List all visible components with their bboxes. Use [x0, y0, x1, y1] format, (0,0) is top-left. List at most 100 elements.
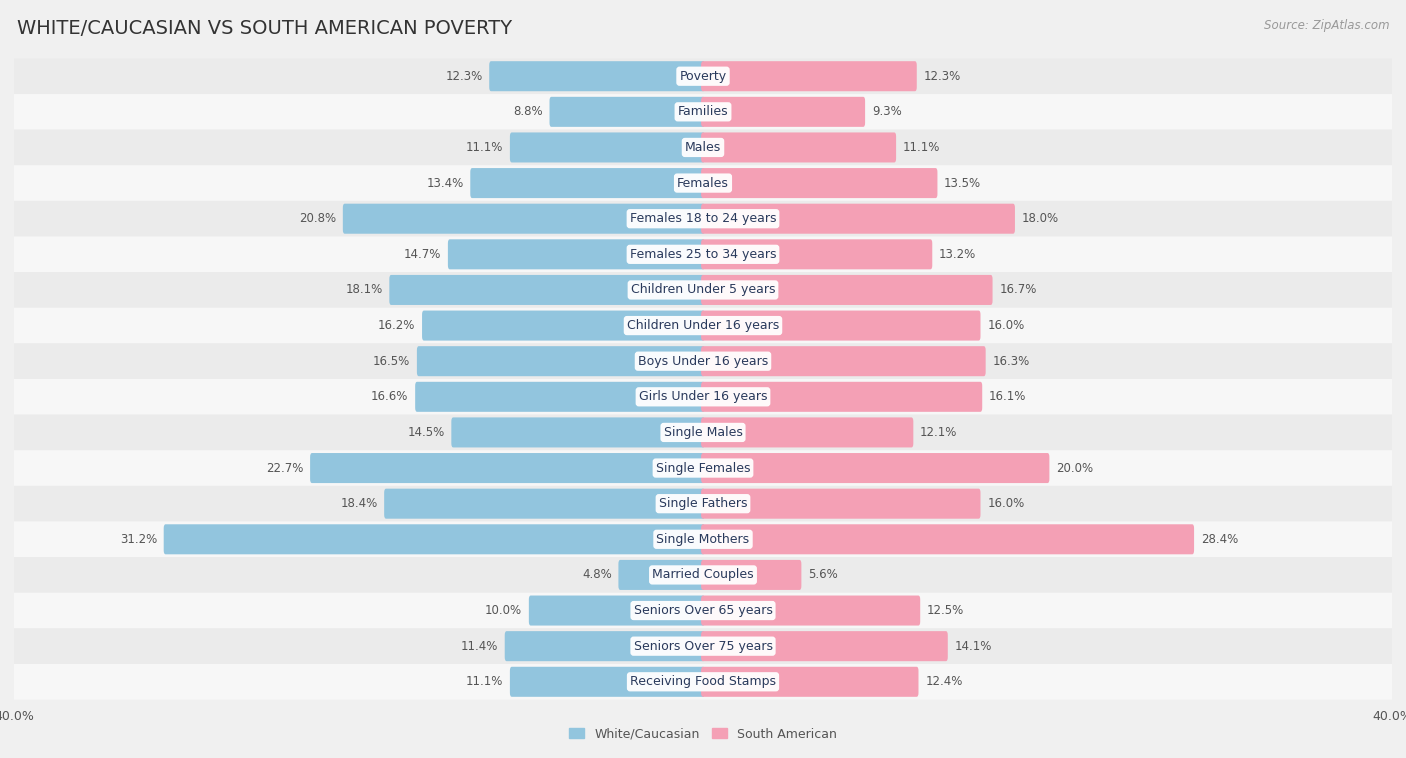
Text: 16.0%: 16.0%	[987, 497, 1025, 510]
FancyBboxPatch shape	[14, 94, 1392, 130]
Text: 11.1%: 11.1%	[465, 675, 503, 688]
FancyBboxPatch shape	[14, 272, 1392, 308]
Text: Boys Under 16 years: Boys Under 16 years	[638, 355, 768, 368]
FancyBboxPatch shape	[702, 275, 993, 305]
Text: 10.0%: 10.0%	[485, 604, 522, 617]
FancyBboxPatch shape	[14, 379, 1392, 415]
Text: 28.4%: 28.4%	[1201, 533, 1239, 546]
FancyBboxPatch shape	[14, 308, 1392, 343]
Text: 12.3%: 12.3%	[924, 70, 960, 83]
FancyBboxPatch shape	[163, 525, 704, 554]
FancyBboxPatch shape	[702, 667, 918, 697]
Text: 8.8%: 8.8%	[513, 105, 543, 118]
Text: 31.2%: 31.2%	[120, 533, 157, 546]
Text: Families: Families	[678, 105, 728, 118]
Text: 16.5%: 16.5%	[373, 355, 411, 368]
Text: 16.2%: 16.2%	[378, 319, 415, 332]
Text: 14.5%: 14.5%	[408, 426, 444, 439]
Text: Poverty: Poverty	[679, 70, 727, 83]
Text: 13.4%: 13.4%	[426, 177, 464, 190]
Text: Receiving Food Stamps: Receiving Food Stamps	[630, 675, 776, 688]
FancyBboxPatch shape	[14, 130, 1392, 165]
Text: 13.5%: 13.5%	[945, 177, 981, 190]
Text: Seniors Over 65 years: Seniors Over 65 years	[634, 604, 772, 617]
Text: Children Under 16 years: Children Under 16 years	[627, 319, 779, 332]
Text: 18.1%: 18.1%	[346, 283, 382, 296]
FancyBboxPatch shape	[702, 453, 1049, 483]
Text: 12.3%: 12.3%	[446, 70, 482, 83]
FancyBboxPatch shape	[470, 168, 704, 198]
FancyBboxPatch shape	[343, 204, 704, 233]
Text: Single Mothers: Single Mothers	[657, 533, 749, 546]
FancyBboxPatch shape	[529, 596, 704, 625]
Text: Single Males: Single Males	[664, 426, 742, 439]
FancyBboxPatch shape	[702, 489, 980, 518]
FancyBboxPatch shape	[702, 204, 1015, 233]
FancyBboxPatch shape	[14, 236, 1392, 272]
Text: 11.4%: 11.4%	[461, 640, 498, 653]
FancyBboxPatch shape	[702, 346, 986, 376]
Text: 11.1%: 11.1%	[903, 141, 941, 154]
Text: Females 18 to 24 years: Females 18 to 24 years	[630, 212, 776, 225]
Text: 16.7%: 16.7%	[1000, 283, 1036, 296]
FancyBboxPatch shape	[384, 489, 704, 518]
FancyBboxPatch shape	[14, 415, 1392, 450]
FancyBboxPatch shape	[14, 557, 1392, 593]
Text: 9.3%: 9.3%	[872, 105, 901, 118]
Text: Single Females: Single Females	[655, 462, 751, 475]
FancyBboxPatch shape	[14, 664, 1392, 700]
FancyBboxPatch shape	[702, 596, 920, 625]
Text: 14.7%: 14.7%	[404, 248, 441, 261]
FancyBboxPatch shape	[14, 593, 1392, 628]
FancyBboxPatch shape	[702, 631, 948, 661]
Text: 12.5%: 12.5%	[927, 604, 965, 617]
Text: 5.6%: 5.6%	[808, 568, 838, 581]
FancyBboxPatch shape	[14, 165, 1392, 201]
FancyBboxPatch shape	[451, 418, 704, 447]
FancyBboxPatch shape	[702, 133, 896, 162]
FancyBboxPatch shape	[702, 560, 801, 590]
Text: 11.1%: 11.1%	[465, 141, 503, 154]
FancyBboxPatch shape	[505, 631, 704, 661]
FancyBboxPatch shape	[550, 97, 704, 127]
Text: 22.7%: 22.7%	[266, 462, 304, 475]
FancyBboxPatch shape	[14, 201, 1392, 236]
Text: WHITE/CAUCASIAN VS SOUTH AMERICAN POVERTY: WHITE/CAUCASIAN VS SOUTH AMERICAN POVERT…	[17, 19, 512, 38]
Text: Females 25 to 34 years: Females 25 to 34 years	[630, 248, 776, 261]
Text: 18.0%: 18.0%	[1022, 212, 1059, 225]
Legend: White/Caucasian, South American: White/Caucasian, South American	[565, 724, 841, 744]
Text: 16.3%: 16.3%	[993, 355, 1029, 368]
Text: 16.6%: 16.6%	[371, 390, 409, 403]
Text: 13.2%: 13.2%	[939, 248, 976, 261]
Text: Seniors Over 75 years: Seniors Over 75 years	[634, 640, 772, 653]
FancyBboxPatch shape	[389, 275, 704, 305]
FancyBboxPatch shape	[702, 61, 917, 91]
FancyBboxPatch shape	[702, 418, 914, 447]
FancyBboxPatch shape	[14, 58, 1392, 94]
Text: Females: Females	[678, 177, 728, 190]
Text: Girls Under 16 years: Girls Under 16 years	[638, 390, 768, 403]
FancyBboxPatch shape	[489, 61, 704, 91]
FancyBboxPatch shape	[14, 486, 1392, 522]
FancyBboxPatch shape	[619, 560, 704, 590]
Text: Children Under 5 years: Children Under 5 years	[631, 283, 775, 296]
FancyBboxPatch shape	[510, 667, 704, 697]
Text: 4.8%: 4.8%	[582, 568, 612, 581]
FancyBboxPatch shape	[422, 311, 704, 340]
FancyBboxPatch shape	[449, 240, 704, 269]
FancyBboxPatch shape	[415, 382, 704, 412]
Text: Single Fathers: Single Fathers	[659, 497, 747, 510]
Text: 20.0%: 20.0%	[1056, 462, 1094, 475]
Text: Source: ZipAtlas.com: Source: ZipAtlas.com	[1264, 19, 1389, 32]
FancyBboxPatch shape	[702, 311, 980, 340]
FancyBboxPatch shape	[311, 453, 704, 483]
FancyBboxPatch shape	[702, 382, 983, 412]
FancyBboxPatch shape	[702, 97, 865, 127]
Text: 16.1%: 16.1%	[988, 390, 1026, 403]
FancyBboxPatch shape	[14, 522, 1392, 557]
FancyBboxPatch shape	[418, 346, 704, 376]
FancyBboxPatch shape	[14, 628, 1392, 664]
FancyBboxPatch shape	[702, 168, 938, 198]
FancyBboxPatch shape	[14, 450, 1392, 486]
Text: 14.1%: 14.1%	[955, 640, 991, 653]
